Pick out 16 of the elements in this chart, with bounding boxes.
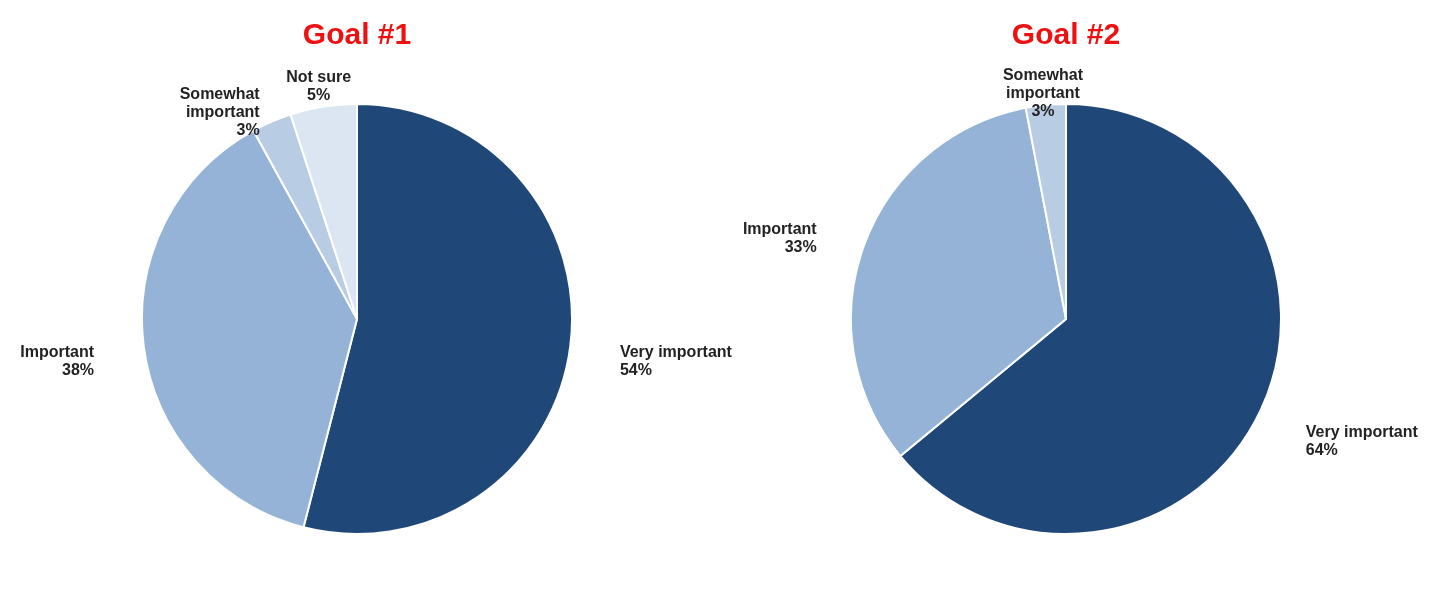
data-label: 54% — [619, 361, 652, 379]
slice-label: Somewhat important — [179, 85, 261, 121]
slice-label: Very important — [1305, 422, 1419, 440]
data-label: 3% — [236, 121, 260, 139]
data-label: 64% — [1305, 440, 1338, 458]
slice-label: Important — [742, 220, 818, 238]
data-label: 3% — [1031, 102, 1055, 120]
slice-label: Somewhat important — [1002, 66, 1084, 102]
chart-title: Goal #2 — [1011, 17, 1121, 50]
slice-label: Important — [20, 343, 95, 361]
chart-title: Goal #1 — [302, 17, 412, 50]
data-label: 33% — [784, 238, 817, 256]
slice-label: Not sure — [286, 68, 352, 86]
slice-label: Very important — [619, 343, 733, 361]
data-label: 38% — [62, 361, 95, 379]
data-label: 5% — [307, 86, 331, 104]
